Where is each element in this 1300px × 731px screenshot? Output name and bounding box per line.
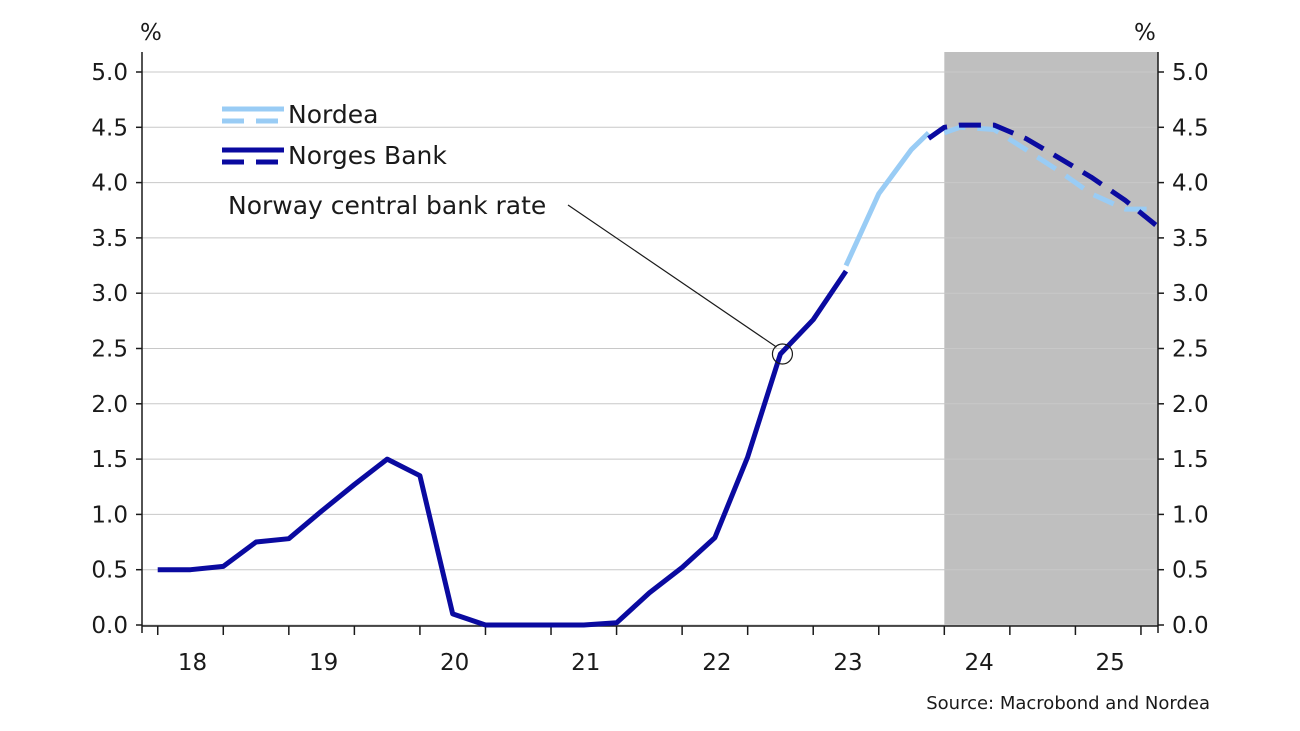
y-tick-label-left: 3.5 bbox=[91, 226, 128, 252]
series-line-nordea-solid bbox=[843, 131, 931, 267]
x-tick-label: 18 bbox=[178, 650, 207, 676]
y-tick-label-left: 0.0 bbox=[91, 613, 128, 639]
y-tick-label-right: 1.0 bbox=[1172, 502, 1209, 528]
y-tick-label-left: 3.0 bbox=[91, 281, 128, 307]
y-tick-label-right: 1.5 bbox=[1172, 447, 1209, 473]
y-tick-label-right: 3.5 bbox=[1172, 226, 1209, 252]
y-tick-label-left: 2.0 bbox=[91, 392, 128, 418]
series-lines bbox=[157, 122, 1160, 628]
y-tick-label-right: 2.5 bbox=[1172, 337, 1209, 363]
y-tick-label-right: 0.0 bbox=[1172, 613, 1209, 639]
series-line-norges-bank-solid bbox=[157, 269, 849, 628]
y-tick-label-right: 5.0 bbox=[1172, 60, 1209, 86]
y-tick-label-right: 4.5 bbox=[1172, 115, 1209, 141]
y-tick-label-right: 4.0 bbox=[1172, 171, 1209, 197]
x-tick-label: 24 bbox=[964, 650, 993, 676]
legend-label-nordea: Nordea bbox=[288, 100, 378, 129]
series-line-nordea-dashed bbox=[943, 124, 1158, 212]
y-tick-label-right: 3.0 bbox=[1172, 281, 1209, 307]
x-tick-label: 25 bbox=[1096, 650, 1125, 676]
x-tick-label: 19 bbox=[309, 650, 338, 676]
y-tick-label-left: 1.0 bbox=[91, 502, 128, 528]
legend: Nordea Norges Bank bbox=[222, 100, 447, 170]
x-tick-label: 22 bbox=[702, 650, 731, 676]
y-tick-label-right: 2.0 bbox=[1172, 392, 1209, 418]
y-tick-label-left: 4.0 bbox=[91, 171, 128, 197]
forecast-shading bbox=[944, 52, 1158, 625]
y-tick-label-left: 2.5 bbox=[91, 337, 128, 363]
x-tick-label: 21 bbox=[571, 650, 600, 676]
y-tick-label-left: 4.5 bbox=[91, 115, 128, 141]
annotation-leader-line bbox=[567, 204, 777, 348]
y-axis-unit-right: % bbox=[1134, 20, 1156, 46]
series-line-norges-bank-dashed bbox=[927, 122, 1160, 229]
legend-label-norges-bank: Norges Bank bbox=[288, 141, 447, 170]
x-tick-label: 20 bbox=[440, 650, 469, 676]
annotation: Norway central bank rate bbox=[228, 191, 794, 365]
x-tick-label: 23 bbox=[833, 650, 862, 676]
y-tick-label-left: 1.5 bbox=[91, 447, 128, 473]
y-axis-unit-left: % bbox=[140, 20, 162, 46]
y-tick-label-left: 5.0 bbox=[91, 60, 128, 86]
annotation-label: Norway central bank rate bbox=[228, 191, 546, 220]
axes: 0.0 0.0 0.5 0.5 1.0 1.0 1.5 1.5 2.0 2.0 2.5 2.5 3.0 3… bbox=[91, 52, 1209, 676]
y-tick-label-left: 0.5 bbox=[91, 558, 128, 584]
source-note: Source: Macrobond and Nordea bbox=[926, 693, 1210, 714]
y-tick-label-right: 0.5 bbox=[1172, 558, 1209, 584]
annotation-marker bbox=[771, 343, 794, 365]
